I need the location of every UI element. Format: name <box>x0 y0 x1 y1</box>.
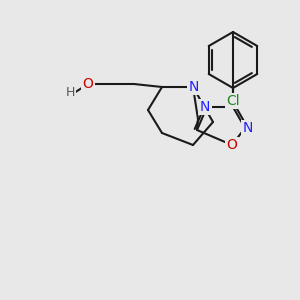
Text: N: N <box>200 100 210 114</box>
Text: H: H <box>65 86 75 100</box>
Text: Cl: Cl <box>226 94 240 108</box>
Text: O: O <box>82 77 93 91</box>
Text: N: N <box>189 80 199 94</box>
Text: N: N <box>243 121 253 135</box>
Text: O: O <box>226 138 237 152</box>
